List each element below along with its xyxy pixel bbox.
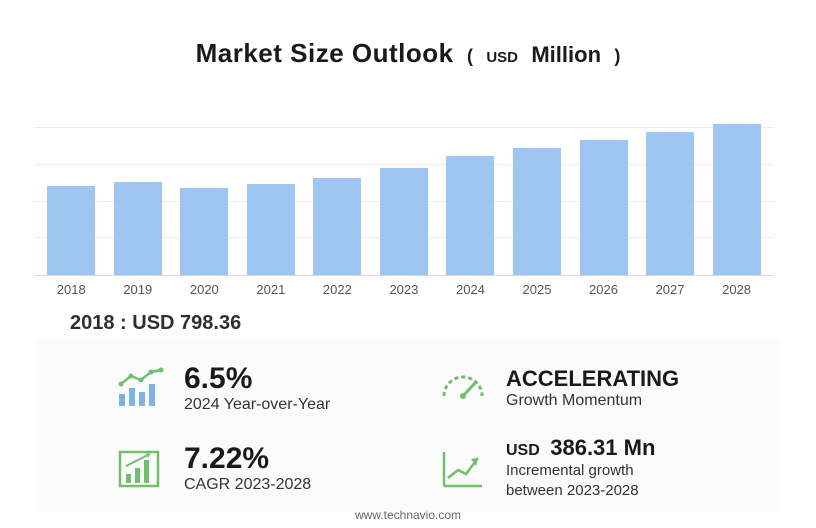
xlabel: 2028	[713, 282, 761, 297]
bar-2019	[114, 182, 162, 275]
bar-2026	[580, 140, 628, 275]
xlabel: 2027	[646, 282, 694, 297]
cagr-icon	[116, 446, 166, 490]
incremental-usd: USD	[506, 442, 540, 459]
xlabel: 2018	[47, 282, 95, 297]
stats-panel: 6.5% 2024 Year-over-Year ACCELERATING Gr…	[36, 340, 780, 512]
bar-2028	[713, 124, 761, 275]
title-paren-open: (	[467, 46, 473, 66]
bar-2022	[313, 178, 361, 275]
cagr-label: CAGR 2023-2028	[184, 476, 311, 494]
footer-source: www.technavio.com	[0, 508, 816, 522]
chart-bars	[34, 108, 774, 275]
yoy-label: 2024 Year-over-Year	[184, 396, 330, 414]
chart-title: Market Size Outlook ( USD Million )	[0, 0, 816, 69]
yoy-value: 6.5%	[184, 362, 330, 396]
xlabel: 2025	[513, 282, 561, 297]
bar-2023	[380, 168, 428, 275]
bar-2021	[247, 184, 295, 275]
bar-2025	[513, 148, 561, 275]
growth-bars-icon	[116, 366, 166, 410]
bar-2027	[646, 132, 694, 275]
highlighted-year-value: 2018 : USD 798.36	[70, 312, 241, 335]
xlabel: 2024	[446, 282, 494, 297]
bar-2020	[180, 188, 228, 275]
momentum-label: Growth Momentum	[506, 392, 679, 410]
incremental-label-2: between 2023-2028	[506, 481, 655, 501]
xlabel: 2026	[580, 282, 628, 297]
gauge-icon	[438, 366, 488, 410]
stat-yoy: 6.5% 2024 Year-over-Year	[116, 348, 438, 428]
arrow-up-icon	[438, 446, 488, 490]
title-usd: USD	[486, 49, 518, 66]
xlabel: 2019	[114, 282, 162, 297]
xlabel: 2021	[247, 282, 295, 297]
cagr-value: 7.22%	[184, 442, 311, 476]
title-unit: Million	[531, 42, 601, 67]
incremental-value: 386.31 Mn	[550, 435, 655, 460]
bar-2024	[446, 156, 494, 275]
stat-incremental: USD 386.31 Mn Incremental growth between…	[438, 428, 760, 508]
xlabel: 2020	[180, 282, 228, 297]
chart-x-axis: 2018 2019 2020 2021 2022 2023 2024 2025 2026 2027…	[34, 282, 774, 297]
incremental-label-1: Incremental growth	[506, 461, 655, 481]
bar-chart	[34, 108, 774, 276]
momentum-value: ACCELERATING	[506, 366, 679, 392]
xlabel: 2023	[380, 282, 428, 297]
title-paren-close: )	[614, 46, 620, 66]
bar-2018	[47, 186, 95, 275]
stat-momentum: ACCELERATING Growth Momentum	[438, 348, 760, 428]
stat-cagr: 7.22% CAGR 2023-2028	[116, 428, 438, 508]
title-main: Market Size Outlook	[196, 38, 454, 68]
xlabel: 2022	[313, 282, 361, 297]
